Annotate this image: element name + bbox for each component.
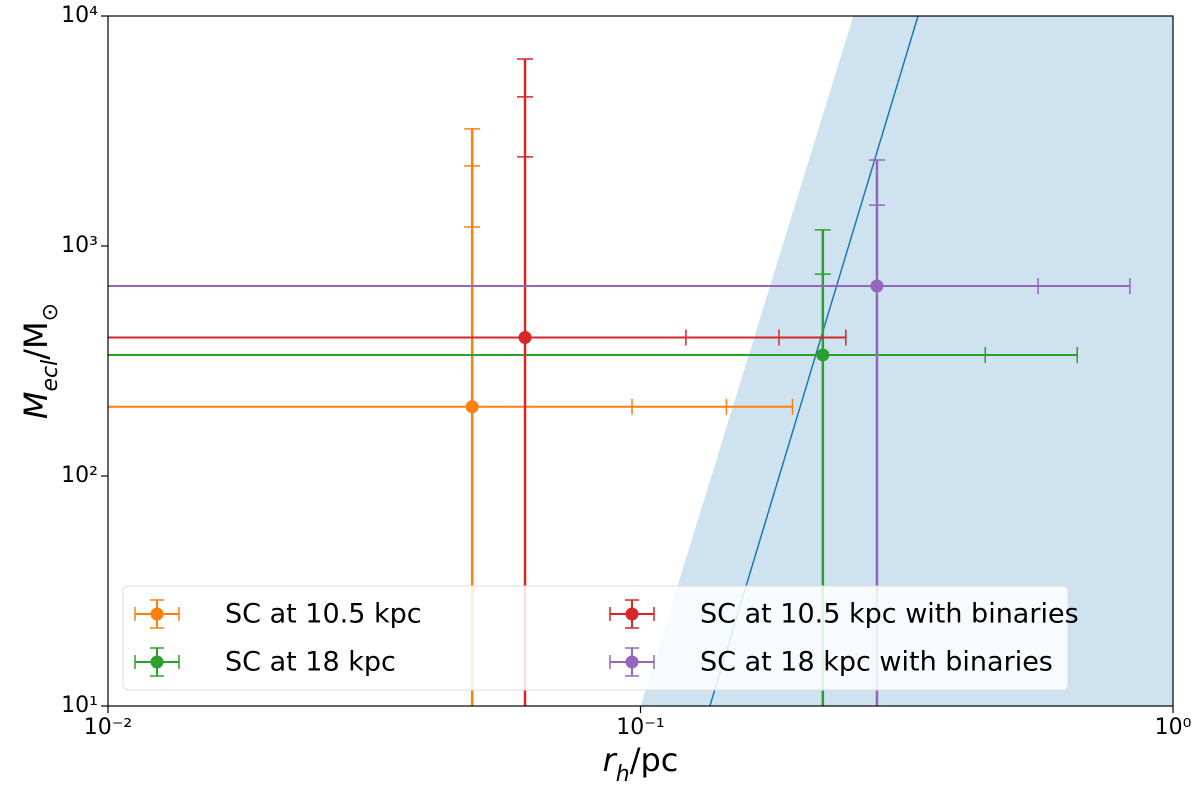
shaded-region [640, 16, 1173, 706]
data-point [465, 400, 479, 414]
y-axis-label-part: M [17, 391, 55, 419]
y-axis-label-part: ecl [38, 360, 63, 392]
legend-label: SC at 10.5 kpc with binaries [700, 599, 1079, 630]
y-tick-label: 10² [61, 463, 98, 488]
axes: 10⁻² 10⁻¹ 10⁰ 10¹ 10² 10³ 10⁴ rh/pc Mecl/M⊙ SC at… [17, 3, 1192, 787]
legend-label: SC at 18 kpc with binaries [700, 647, 1053, 678]
x-tick-label: 10⁻² [84, 715, 132, 740]
x-axis-label-part: h [616, 762, 630, 787]
data-point [870, 279, 884, 293]
legend-label: SC at 18 kpc [225, 647, 396, 678]
y-tick-label: 10³ [61, 233, 98, 258]
x-axis-label-part: r [603, 741, 618, 779]
y-tick-label: 10⁴ [61, 3, 98, 28]
x-tick-label: 10⁻¹ [616, 715, 664, 740]
x-tick-label: 10⁰ [1155, 715, 1192, 740]
legend-label: SC at 10.5 kpc [225, 599, 422, 630]
legend-marker [625, 655, 639, 669]
y-axis-label-part: ⊙ [38, 303, 63, 321]
legend: SC at 10.5 kpc SC at 18 kpc SC at 10.5 kpc… [122, 585, 1079, 691]
legend-marker [625, 607, 639, 621]
data-point [518, 331, 532, 345]
legend-marker [150, 655, 164, 669]
data-point [816, 348, 830, 362]
y-axis-label: Mecl/M⊙ [17, 303, 63, 419]
plot-area [108, 16, 1173, 706]
y-tick-label: 10¹ [61, 693, 98, 718]
y-axis-label-part: /M [17, 321, 55, 359]
x-axis-label-part: /pc [630, 741, 679, 779]
x-axis-label: rh/pc [603, 741, 679, 787]
legend-marker [150, 607, 164, 621]
legend-frame [122, 585, 1069, 691]
